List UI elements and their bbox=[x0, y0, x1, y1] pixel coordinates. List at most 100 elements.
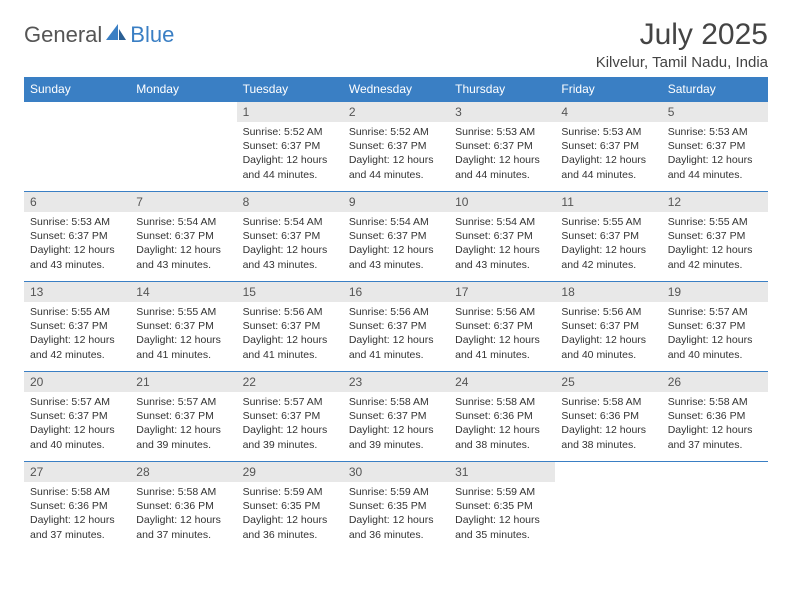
calendar-cell bbox=[130, 101, 236, 191]
header: GeneralBlue July 2025 Kilvelur, Tamil Na… bbox=[24, 18, 768, 71]
sunset-line: Sunset: 6:36 PM bbox=[455, 410, 533, 422]
calendar-cell bbox=[555, 461, 661, 551]
daylight-line: Daylight: 12 hours and 41 minutes. bbox=[455, 334, 540, 360]
sunrise-line: Sunrise: 5:55 AM bbox=[136, 306, 216, 318]
sunrise-line: Sunrise: 5:52 AM bbox=[349, 126, 429, 138]
sunrise-line: Sunrise: 5:58 AM bbox=[349, 396, 429, 408]
day-content: Sunrise: 5:54 AM Sunset: 6:37 PM Daylight:… bbox=[237, 212, 343, 278]
sunrise-line: Sunrise: 5:53 AM bbox=[30, 216, 110, 228]
sunset-line: Sunset: 6:37 PM bbox=[243, 410, 321, 422]
sunrise-line: Sunrise: 5:57 AM bbox=[243, 396, 323, 408]
day-content: Sunrise: 5:58 AMSunset: 6:37 PMDaylight:… bbox=[343, 392, 449, 458]
daylight-line: Daylight: 12 hours and 38 minutes. bbox=[455, 424, 540, 450]
day-number-empty bbox=[24, 101, 130, 122]
calendar-row: 1Sunrise: 5:52 AMSunset: 6:37 PMDaylight… bbox=[24, 101, 768, 191]
sunrise-line: Sunrise: 5:57 AM bbox=[668, 306, 748, 318]
day-number: 29 bbox=[237, 461, 343, 482]
day-number: 31 bbox=[449, 461, 555, 482]
day-number: 2 bbox=[343, 101, 449, 122]
calendar-cell: 28Sunrise: 5:58 AMSunset: 6:36 PMDayligh… bbox=[130, 461, 236, 551]
day-number: 1 bbox=[237, 101, 343, 122]
calendar-cell: 18Sunrise: 5:56 AMSunset: 6:37 PMDayligh… bbox=[555, 281, 661, 371]
calendar-cell: 9Sunrise: 5:54 AMSunset: 6:37 PMDaylight… bbox=[343, 191, 449, 281]
day-content: Sunrise: 5:56 AMSunset: 6:37 PMDaylight:… bbox=[449, 302, 555, 368]
sunrise-line: Sunrise: 5:54 AM bbox=[243, 216, 323, 228]
sunrise-line: Sunrise: 5:55 AM bbox=[668, 216, 748, 228]
sunset-line: Sunset: 6:37 PM bbox=[668, 230, 746, 242]
daylight-line: Daylight: 12 hours and 44 minutes. bbox=[455, 154, 540, 180]
sunset-line: Sunset: 6:37 PM bbox=[668, 320, 746, 332]
daylight-line: Daylight: 12 hours and 43 minutes. bbox=[30, 244, 115, 270]
day-number: 6 bbox=[24, 191, 130, 212]
location: Kilvelur, Tamil Nadu, India bbox=[596, 54, 768, 71]
day-number: 10 bbox=[449, 191, 555, 212]
day-content: Sunrise: 5:56 AMSunset: 6:37 PMDaylight:… bbox=[343, 302, 449, 368]
sunrise-line: Sunrise: 5:58 AM bbox=[455, 396, 535, 408]
day-number: 17 bbox=[449, 281, 555, 302]
day-content: Sunrise: 5:55 AMSunset: 6:37 PMDaylight:… bbox=[24, 302, 130, 368]
sunrise-line: Sunrise: 5:57 AM bbox=[30, 396, 110, 408]
calendar-row: 27Sunrise: 5:58 AMSunset: 6:36 PMDayligh… bbox=[24, 461, 768, 551]
day-content: Sunrise: 5:58 AMSunset: 6:36 PMDaylight:… bbox=[130, 482, 236, 548]
day-number: 24 bbox=[449, 371, 555, 392]
daylight-line: Daylight: 12 hours and 40 minutes. bbox=[561, 334, 646, 360]
day-content: Sunrise: 5:55 AM Sunset: 6:37 PM Daylight:… bbox=[555, 212, 661, 278]
day-number: 28 bbox=[130, 461, 236, 482]
calendar-cell: 5Sunrise: 5:53 AMSunset: 6:37 PMDaylight… bbox=[662, 101, 768, 191]
day-number: 30 bbox=[343, 461, 449, 482]
daylight-line: Daylight: 12 hours and 43 minutes. bbox=[243, 244, 328, 270]
sunset-line: Sunset: 6:37 PM bbox=[349, 320, 427, 332]
sunrise-line: Sunrise: 5:55 AM bbox=[561, 216, 641, 228]
sunrise-line: Sunrise: 5:54 AM bbox=[136, 216, 216, 228]
calendar-cell: 13Sunrise: 5:55 AMSunset: 6:37 PMDayligh… bbox=[24, 281, 130, 371]
daylight-line: Daylight: 12 hours and 42 minutes. bbox=[561, 244, 646, 270]
sunset-line: Sunset: 6:35 PM bbox=[349, 500, 427, 512]
calendar-row: 6Sunrise: 5:53 AMSunset: 6:37 PMDaylight… bbox=[24, 191, 768, 281]
day-number: 13 bbox=[24, 281, 130, 302]
day-content: Sunrise: 5:57 AM Sunset: 6:37 PM Daylight:… bbox=[662, 302, 768, 368]
sunset-line: Sunset: 6:36 PM bbox=[561, 410, 639, 422]
day-number-empty bbox=[555, 461, 661, 482]
day-content: Sunrise: 5:54 AMSunset: 6:37 PMDaylight:… bbox=[343, 212, 449, 278]
daylight-line: Daylight: 12 hours and 44 minutes. bbox=[349, 154, 434, 180]
weekday-header: Tuesday bbox=[237, 77, 343, 101]
day-content: Sunrise: 5:57 AMSunset: 6:37 PMDaylight:… bbox=[24, 392, 130, 458]
month-title: July 2025 bbox=[596, 18, 768, 52]
sunset-line: Sunset: 6:37 PM bbox=[243, 230, 321, 242]
sunrise-line: Sunrise: 5:58 AM bbox=[561, 396, 641, 408]
calendar-cell: 26Sunrise: 5:58 AMSunset: 6:36 PMDayligh… bbox=[662, 371, 768, 461]
sunset-line: Sunset: 6:37 PM bbox=[243, 320, 321, 332]
day-content: Sunrise: 5:55 AMSunset: 6:37 PMDaylight:… bbox=[130, 302, 236, 368]
calendar-cell bbox=[24, 101, 130, 191]
sunrise-line: Sunrise: 5:53 AM bbox=[668, 126, 748, 138]
day-content: Sunrise: 5:53 AMSunset: 6:37 PMDaylight:… bbox=[24, 212, 130, 278]
daylight-line: Daylight: 12 hours and 41 minutes. bbox=[349, 334, 434, 360]
sunset-line: Sunset: 6:37 PM bbox=[136, 410, 214, 422]
calendar-row: 13Sunrise: 5:55 AMSunset: 6:37 PMDayligh… bbox=[24, 281, 768, 371]
daylight-line: Daylight: 12 hours and 40 minutes. bbox=[668, 334, 753, 360]
day-content: Sunrise: 5:53 AMSunset: 6:37 PMDaylight:… bbox=[449, 122, 555, 188]
calendar-cell: 22Sunrise: 5:57 AMSunset: 6:37 PMDayligh… bbox=[237, 371, 343, 461]
sunrise-line: Sunrise: 5:56 AM bbox=[243, 306, 323, 318]
sunrise-line: Sunrise: 5:58 AM bbox=[30, 486, 110, 498]
day-number: 27 bbox=[24, 461, 130, 482]
calendar-cell: 2Sunrise: 5:52 AMSunset: 6:37 PMDaylight… bbox=[343, 101, 449, 191]
calendar-cell: 1Sunrise: 5:52 AMSunset: 6:37 PMDaylight… bbox=[237, 101, 343, 191]
calendar-cell: 3Sunrise: 5:53 AMSunset: 6:37 PMDaylight… bbox=[449, 101, 555, 191]
sunset-line: Sunset: 6:37 PM bbox=[561, 230, 639, 242]
daylight-line: Daylight: 12 hours and 42 minutes. bbox=[30, 334, 115, 360]
daylight-line: Daylight: 12 hours and 44 minutes. bbox=[243, 154, 328, 180]
daylight-line: Daylight: 12 hours and 38 minutes. bbox=[561, 424, 646, 450]
day-content: Sunrise: 5:54 AMSunset: 6:37 PMDaylight:… bbox=[130, 212, 236, 278]
calendar-cell: 27Sunrise: 5:58 AMSunset: 6:36 PMDayligh… bbox=[24, 461, 130, 551]
sunrise-line: Sunrise: 5:57 AM bbox=[136, 396, 216, 408]
calendar-cell: 19Sunrise: 5:57 AMSunset: 6:37 PMDayligh… bbox=[662, 281, 768, 371]
calendar-cell: 15Sunrise: 5:56 AMSunset: 6:37 PMDayligh… bbox=[237, 281, 343, 371]
sunset-line: Sunset: 6:37 PM bbox=[30, 320, 108, 332]
calendar-cell: 24 Sunrise: 5:58 AM Sunset: 6:36 PM Dayligh… bbox=[449, 371, 555, 461]
sunset-line: Sunset: 6:36 PM bbox=[136, 500, 214, 512]
calendar-cell: 11Sunrise: 5:55 AMSunset: 6:37 PMDayligh… bbox=[555, 191, 661, 281]
day-content: Sunrise: 5:52 AMSunset: 6:37 PMDaylight:… bbox=[237, 122, 343, 188]
day-number-empty bbox=[130, 101, 236, 122]
calendar-cell: 17Sunrise: 5:56 AMSunset: 6:37 PMDayligh… bbox=[449, 281, 555, 371]
